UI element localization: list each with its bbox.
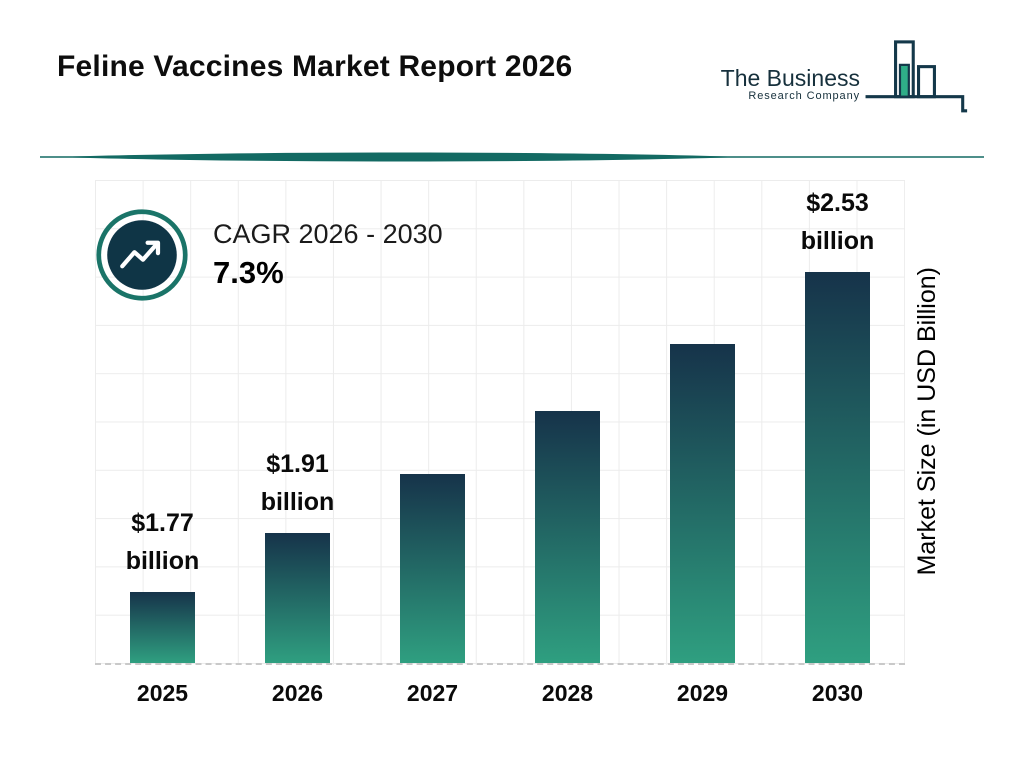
logo-bars-icon bbox=[865, 40, 968, 113]
cagr-badge: CAGR 2026 - 2030 7.3% bbox=[95, 208, 443, 302]
x-axis-label-2027: 2027 bbox=[406, 680, 459, 706]
bar-2030 bbox=[805, 272, 870, 663]
bar-value-label-2025: $1.77 billion bbox=[125, 509, 200, 575]
y-axis-label-wrap: Market Size (in USD Billion) bbox=[905, 180, 949, 663]
trend-arrow-line bbox=[120, 241, 160, 269]
cagr-label: CAGR 2026 - 2030 bbox=[213, 219, 443, 249]
logo-line1: The Business bbox=[720, 65, 860, 91]
bar-value-label-2026: $1.91 billion bbox=[260, 450, 335, 516]
x-axis-label-2025: 2025 bbox=[136, 680, 189, 706]
cagr-circle bbox=[107, 220, 177, 290]
bar-value-label-2030: $2.53 billion bbox=[800, 189, 875, 255]
x-axis-label-2029: 2029 bbox=[676, 680, 729, 706]
trend-arrow-head bbox=[145, 240, 161, 256]
bar-2026 bbox=[265, 533, 330, 663]
company-logo-text: The Business Research Company bbox=[721, 66, 860, 102]
divider-line bbox=[40, 152, 984, 162]
bar-column-2030: $2.53 billion bbox=[770, 185, 905, 663]
company-logo: The Business Research Company bbox=[721, 36, 968, 122]
bar-column-2028 bbox=[500, 411, 635, 663]
cagr-value: 7.3% bbox=[213, 255, 284, 290]
y-axis-label: Market Size (in USD Billion) bbox=[912, 267, 941, 576]
bar-column-2027 bbox=[365, 474, 500, 663]
cagr-text: CAGR 2026 - 2030 7.3% bbox=[213, 219, 443, 291]
divider-lens bbox=[55, 152, 745, 162]
bar-2029 bbox=[670, 344, 735, 663]
bar-2025 bbox=[130, 592, 195, 663]
bar-column-2026: $1.91 billion bbox=[230, 446, 365, 663]
logo-baseline bbox=[865, 95, 968, 113]
logo-green-bar bbox=[898, 63, 910, 98]
logo-short-bar bbox=[916, 65, 936, 99]
logo-line2: Research Company bbox=[748, 90, 860, 103]
bar-2028 bbox=[535, 411, 600, 663]
x-axis-labels: 2025 2026 2027 2028 2029 2030 bbox=[95, 680, 905, 716]
bar-2027 bbox=[400, 474, 465, 663]
page-title: Feline Vaccines Market Report 2026 bbox=[57, 50, 573, 83]
x-axis-label-2026: 2026 bbox=[271, 680, 324, 706]
x-axis-label-2028: 2028 bbox=[541, 680, 594, 706]
cagr-ring bbox=[96, 209, 188, 301]
trend-up-icon bbox=[96, 209, 188, 301]
x-axis-label-2030: 2030 bbox=[811, 680, 864, 706]
bar-column-2025: $1.77 billion bbox=[95, 505, 230, 663]
bar-column-2029 bbox=[635, 344, 770, 663]
bar-chart: $1.77 billion $1.91 billion $2.53 billion bbox=[95, 180, 905, 665]
